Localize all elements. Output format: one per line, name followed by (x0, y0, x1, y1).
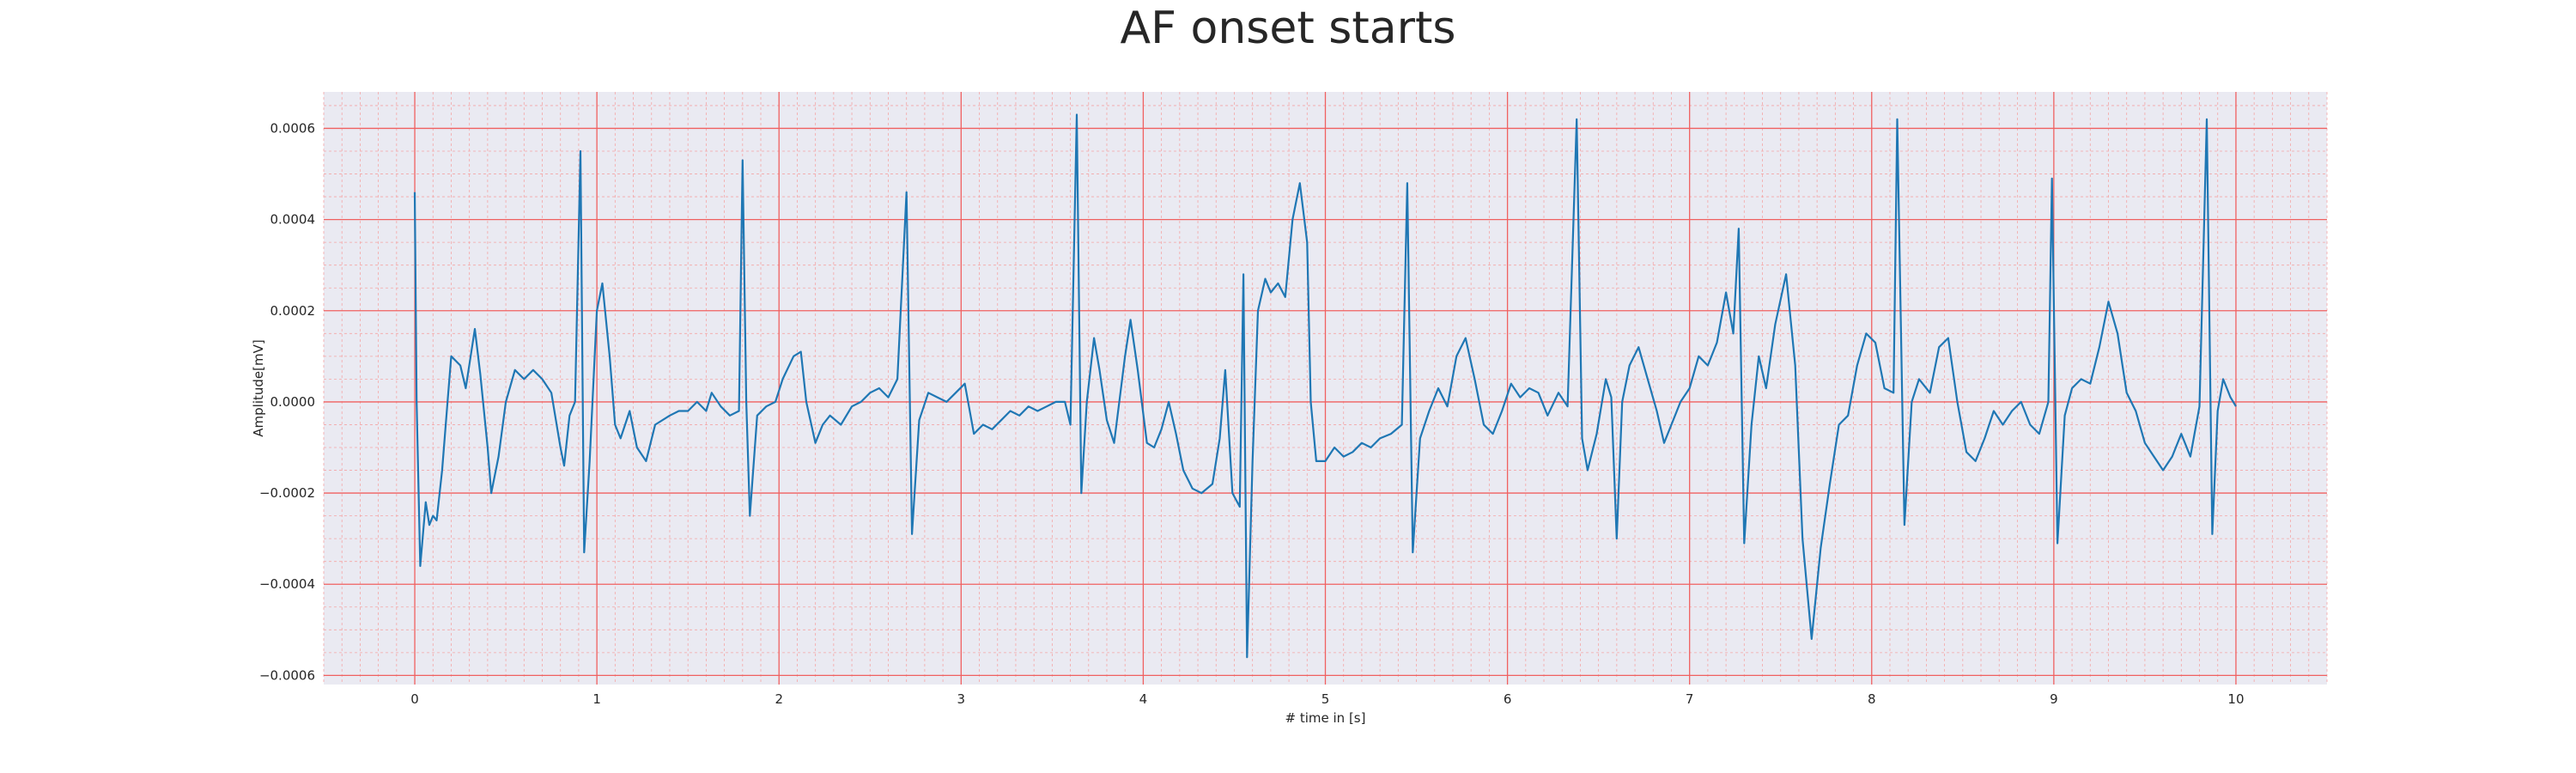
x-tick-label: 0 (410, 691, 419, 707)
x-tick-label: 6 (1504, 691, 1512, 707)
major-grid (324, 92, 2327, 685)
y-tick-label: −0.0002 (259, 485, 315, 501)
y-axis-label: Amplitude[mV] (251, 339, 266, 436)
chart-title: AF onset starts (1121, 3, 1456, 54)
y-tick-label: −0.0004 (259, 576, 315, 592)
x-tick-label: 4 (1139, 691, 1148, 707)
y-tick-label: 0.0002 (270, 303, 316, 319)
x-axis-ticks: 0 1 2 3 4 5 6 7 8 9 10 (410, 691, 2244, 707)
y-tick-label: −0.0006 (259, 667, 315, 683)
ecg-trace-line (413, 113, 2237, 659)
x-tick-label: 2 (775, 691, 783, 707)
x-tick-label: 1 (592, 691, 601, 707)
x-tick-label: 8 (1868, 691, 1876, 707)
x-tick-label: 3 (957, 691, 966, 707)
x-tick-label: 5 (1321, 691, 1330, 707)
y-axis-ticks: −0.0006 −0.0004 −0.0002 0.0000 0.0002 0.0004 0… (259, 120, 315, 683)
x-axis-label: # time in [s] (1285, 710, 1366, 726)
x-tick-label: 9 (2050, 691, 2058, 707)
y-tick-label: 0.0006 (270, 120, 316, 136)
x-tick-label: 7 (1686, 691, 1694, 707)
y-tick-label: 0.0000 (270, 394, 316, 410)
x-tick-label: 10 (2227, 691, 2244, 707)
y-tick-label: 0.0004 (270, 212, 316, 228)
